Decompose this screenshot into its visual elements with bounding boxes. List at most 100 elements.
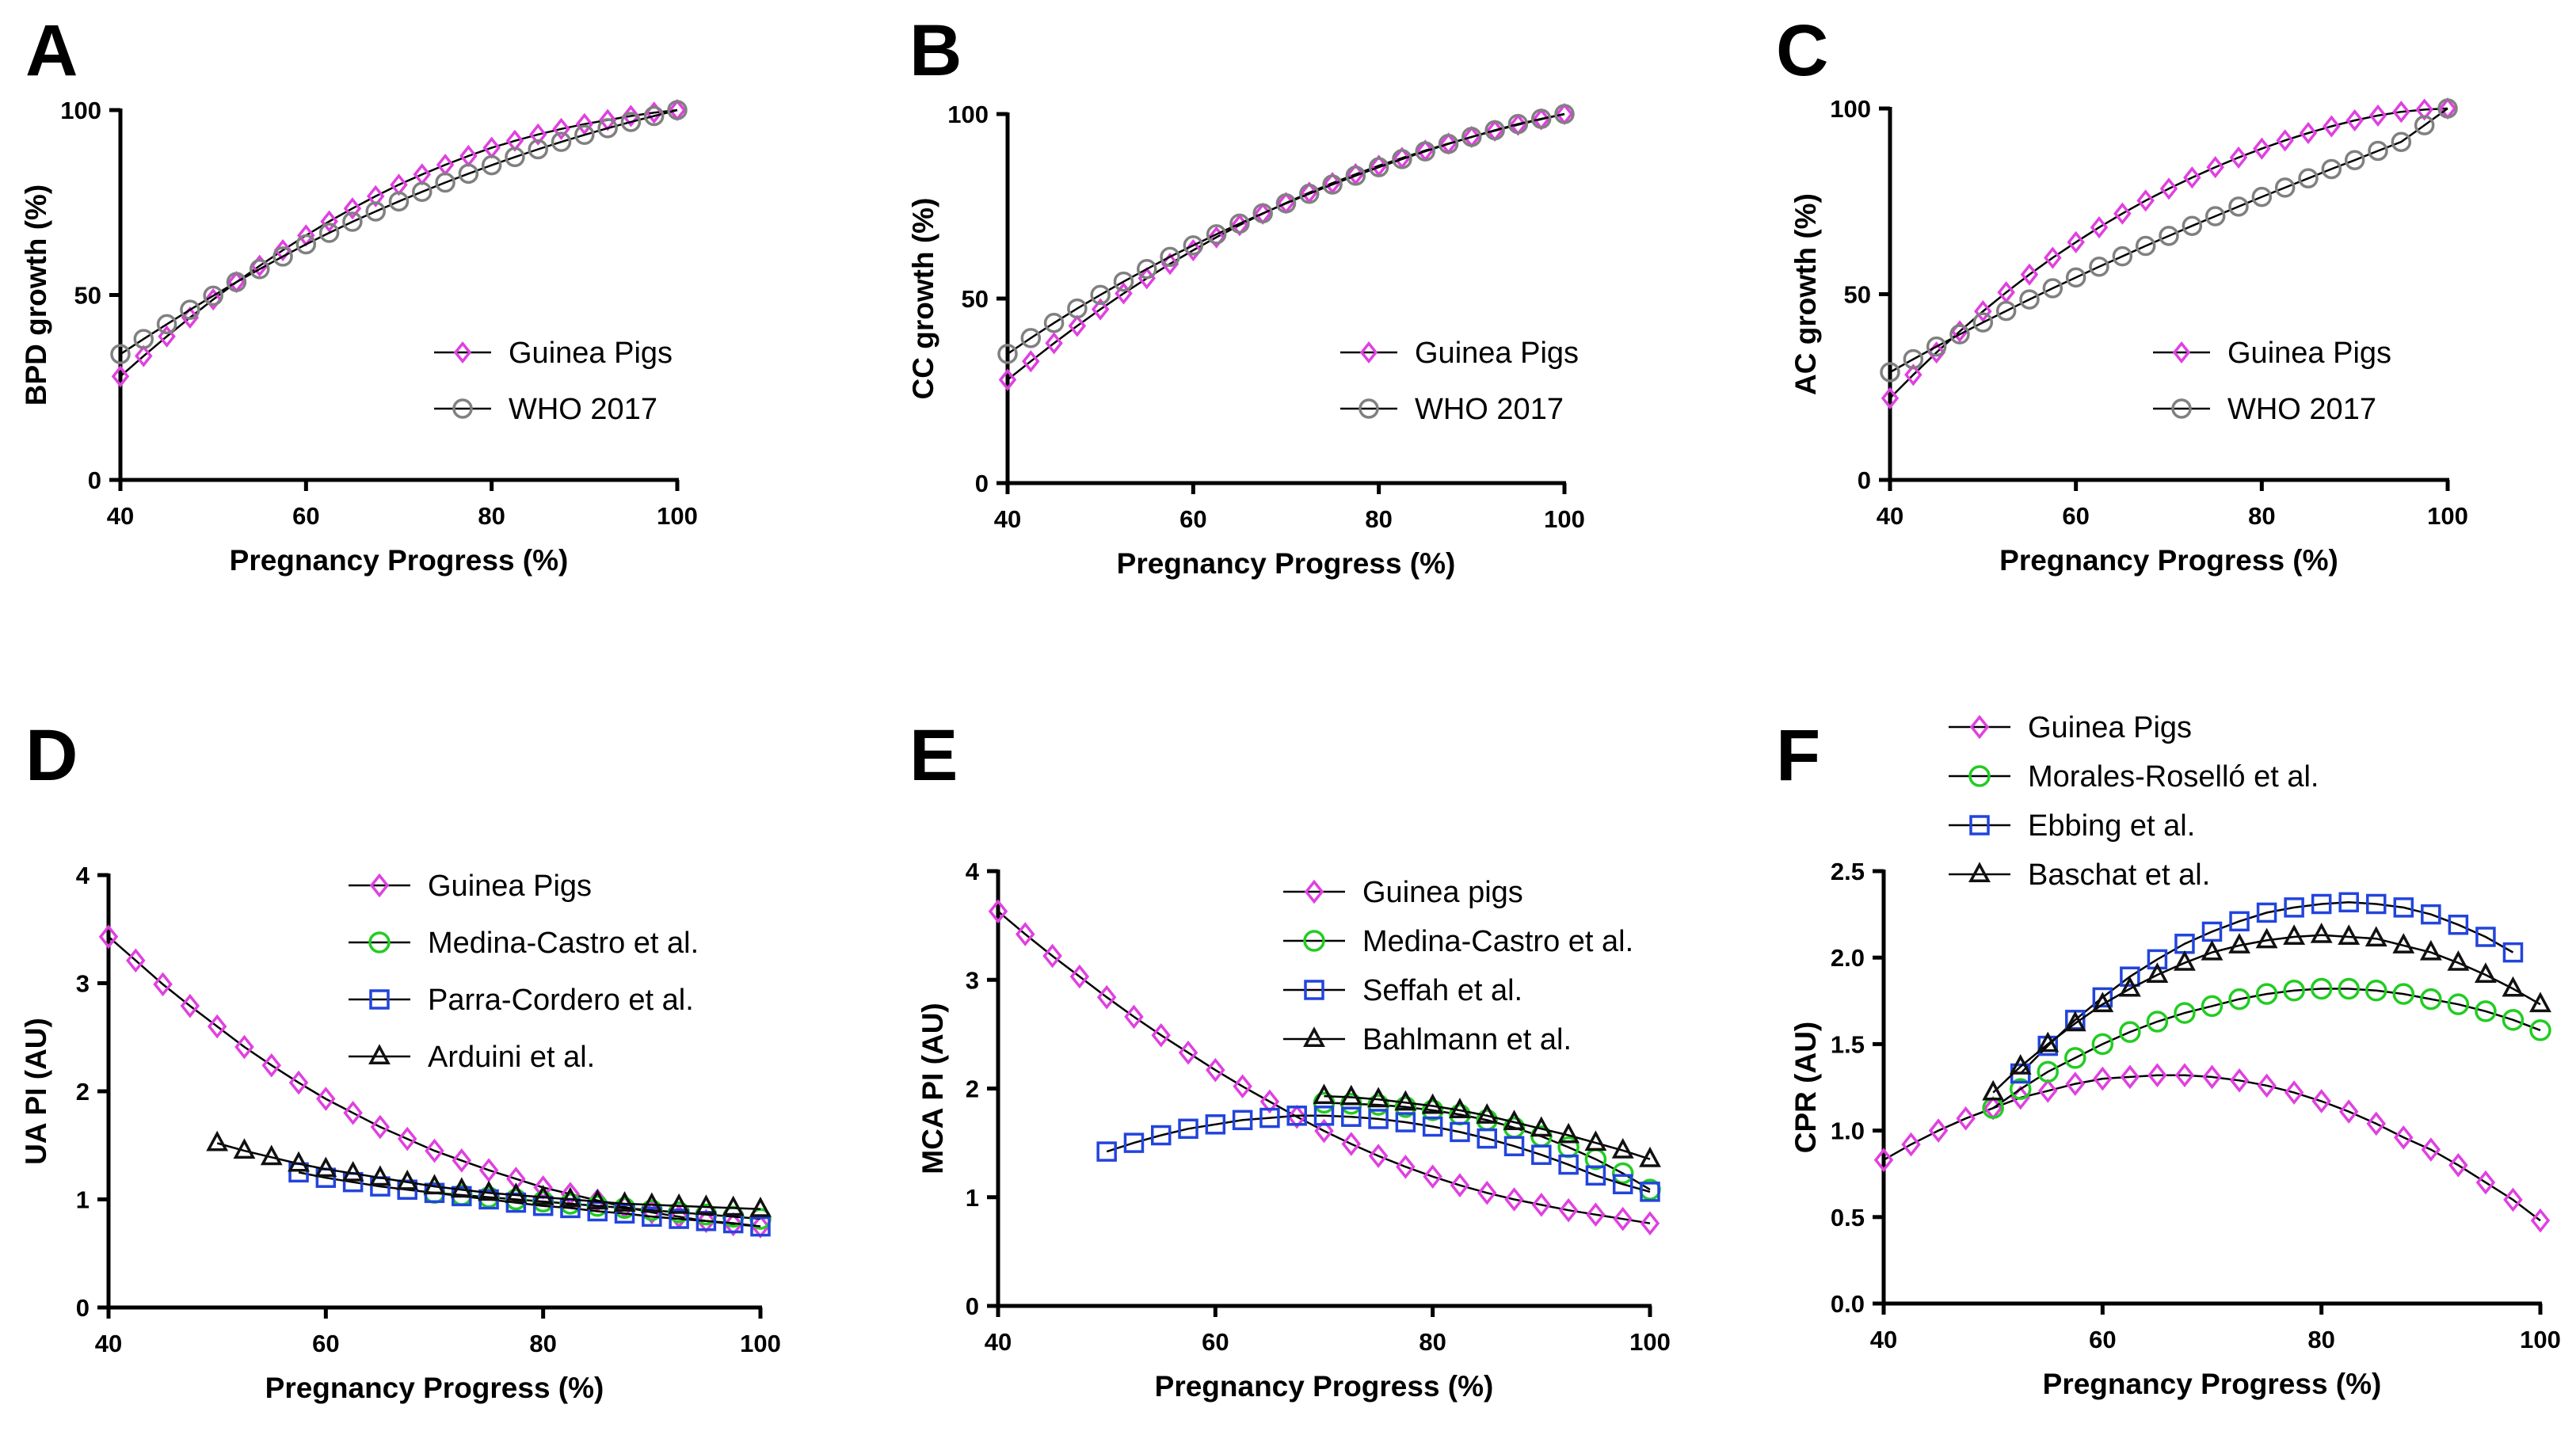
data-point — [423, 1174, 446, 1195]
data-point — [2530, 1208, 2551, 1233]
data-point — [1339, 1084, 1362, 1106]
data-point — [1612, 1174, 1633, 1195]
data-point — [1928, 1118, 1949, 1143]
data-point — [2202, 1064, 2222, 1090]
data-point — [365, 201, 386, 222]
x-tick-label: 100 — [2520, 1326, 2561, 1353]
x-tick-label: 40 — [985, 1328, 1012, 1356]
legend-marker — [368, 1044, 391, 1064]
legend-label: Arduini et al. — [428, 1041, 595, 1074]
data-point — [1903, 348, 1924, 370]
data-point — [695, 1194, 718, 1216]
data-point — [1123, 1132, 1145, 1153]
data-point — [2392, 983, 2415, 1005]
data-point — [2255, 983, 2278, 1005]
y-tick-label: 0 — [966, 1292, 979, 1320]
y-tick-label: 50 — [962, 285, 989, 313]
legend-marker — [369, 873, 390, 898]
panel-c: C 40 60 80 100 0 50 100 Pregnancy Progress (%) AC… — [1776, 10, 2468, 577]
y-tick-label: 0.5 — [1831, 1204, 1865, 1231]
legend-label: Guinea Pigs — [2227, 337, 2391, 370]
y-tick-label: 50 — [1844, 281, 1871, 309]
legend-label: Guinea Pigs — [1415, 337, 1579, 370]
data-point — [2112, 246, 2133, 267]
data-point — [1069, 964, 1090, 989]
data-point — [1206, 1057, 1225, 1083]
panel-letter: C — [1776, 10, 1828, 91]
data-point — [273, 238, 292, 262]
series-line — [216, 1142, 761, 1211]
legend-label: Parra-Cordero et al. — [428, 984, 694, 1017]
data-point — [1611, 1162, 1634, 1185]
data-point — [458, 163, 479, 185]
data-point — [2159, 226, 2179, 246]
data-point — [2321, 158, 2342, 180]
legend-marker — [1969, 714, 1990, 740]
legend-label: Baschat et al. — [2028, 858, 2210, 892]
panel-d: D 40 60 80 100 0 1 2 3 4 Pregnancy Progress (%) UA … — [20, 715, 781, 1404]
legend-label: Bahlmann et al. — [1362, 1023, 1572, 1056]
data-point — [366, 185, 385, 207]
series-ebbing-et-al- — [2010, 892, 2524, 1084]
data-point — [1252, 203, 1273, 224]
x-tick-label: 40 — [107, 502, 134, 530]
data-point — [2276, 129, 2294, 152]
data-point — [1531, 1144, 1552, 1165]
legend-label: WHO 2017 — [2227, 393, 2376, 426]
data-point — [1160, 253, 1179, 276]
data-point — [1045, 332, 1063, 355]
data-point — [2447, 993, 2470, 1015]
data-point — [1974, 300, 1992, 323]
data-point — [2338, 1099, 2359, 1124]
data-point — [1392, 149, 1412, 169]
data-point — [272, 246, 293, 267]
panel-letter: E — [909, 715, 958, 796]
data-point — [1880, 362, 1900, 383]
data-point — [2120, 966, 2140, 987]
data-point — [2338, 892, 2359, 913]
series-arduini-et-al- — [206, 1130, 772, 1217]
data-point — [2421, 904, 2441, 925]
data-point — [1207, 226, 1225, 249]
data-point — [1137, 258, 1157, 280]
data-point — [1586, 1202, 1606, 1228]
legend-marker — [1303, 1026, 1325, 1047]
data-point — [1422, 1116, 1443, 1137]
y-tick-label: 2.0 — [1831, 944, 1865, 972]
data-point — [2120, 1064, 2140, 1090]
data-point — [2392, 933, 2415, 953]
data-point — [203, 285, 223, 306]
data-point — [1477, 1128, 1497, 1149]
data-point — [1554, 104, 1575, 124]
data-point — [2228, 988, 2250, 1011]
legend-label: Medina-Castro et al. — [1362, 925, 1633, 958]
data-point — [2299, 121, 2318, 145]
legend-label: Guinea Pigs — [2028, 711, 2192, 744]
data-point — [642, 1206, 662, 1228]
y-tick-label: 3 — [76, 970, 90, 998]
series-line — [997, 910, 1651, 1224]
data-point — [295, 234, 317, 255]
data-point — [2092, 987, 2113, 1008]
data-point — [1558, 1154, 1579, 1175]
data-point — [1503, 1136, 1525, 1156]
series-line — [1889, 107, 2448, 399]
series-line — [120, 108, 678, 378]
data-point — [2475, 1000, 2497, 1022]
data-point — [2392, 101, 2410, 124]
data-point — [1022, 350, 1040, 373]
data-point — [2298, 168, 2319, 188]
data-point — [342, 211, 363, 232]
data-point — [181, 306, 200, 329]
data-point — [2044, 246, 2062, 269]
data-point — [2283, 979, 2305, 1002]
data-point — [1421, 1099, 1444, 1121]
data-point — [532, 1184, 554, 1205]
data-point — [2284, 897, 2304, 918]
x-tick-label: 60 — [2062, 502, 2089, 530]
data-point — [450, 1177, 473, 1198]
data-point — [2502, 1009, 2525, 1031]
data-point — [288, 1070, 309, 1095]
legend-marker — [1304, 980, 1324, 1000]
data-point — [2091, 1033, 2114, 1056]
